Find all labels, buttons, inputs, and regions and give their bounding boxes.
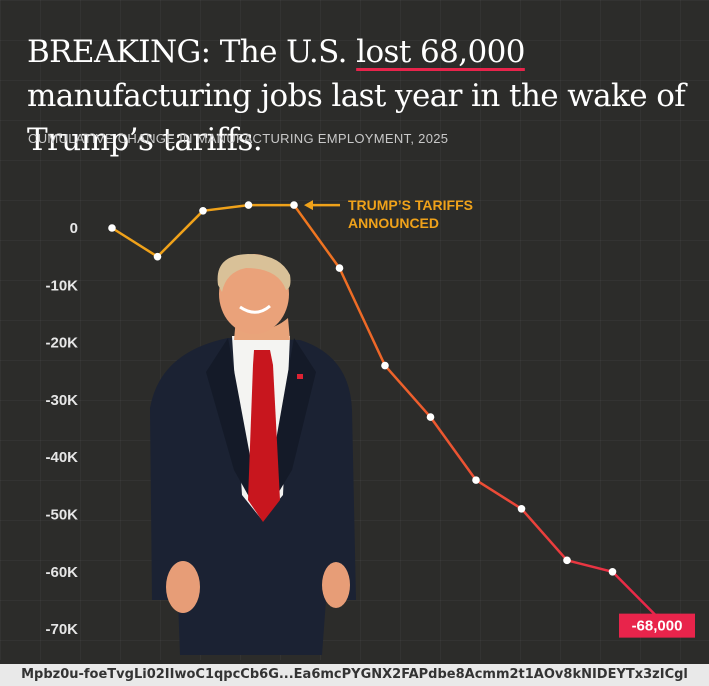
series-markers	[108, 201, 662, 622]
headline: BREAKING: The U.S. lost 68,000 manufactu…	[27, 30, 697, 162]
y-tick-label: -20K	[45, 335, 78, 352]
lapel-left	[206, 338, 262, 520]
headline-highlight: lost 68,000	[356, 34, 525, 70]
smile	[239, 304, 271, 314]
url-text: Mpbz0u-foeTvgLi02IIwoC1qpcCb6G...Ea6mcPY…	[0, 664, 709, 686]
y-tick-label: -60K	[45, 564, 78, 581]
red-tie	[248, 350, 280, 522]
y-tick-label: -70K	[45, 621, 78, 638]
annotation-arrow-head	[304, 200, 313, 211]
data-point	[517, 504, 526, 513]
politician-photo	[150, 254, 356, 655]
chart-subtitle: CUMULATIVE CHANGE IN MANUFACTURING EMPLO…	[28, 131, 449, 146]
data-point	[335, 264, 344, 272]
data-point	[608, 568, 617, 576]
flag-pin	[297, 374, 303, 379]
data-point	[426, 413, 435, 421]
final-value-background	[619, 613, 695, 638]
annotation-line-1: TRUMP’S TARIFFS	[348, 197, 473, 213]
data-point	[108, 224, 116, 232]
left-hand	[166, 561, 200, 613]
face	[219, 254, 289, 334]
data-point	[153, 252, 162, 261]
data-point	[199, 207, 207, 215]
y-tick-label: 0	[70, 220, 78, 237]
tariff-annotation: TRUMP’S TARIFFS ANNOUNCED	[304, 197, 473, 231]
right-hand	[322, 562, 350, 608]
data-point	[563, 556, 571, 565]
y-tick-label: -50K	[45, 507, 78, 524]
annotation-line-2: ANNOUNCED	[348, 215, 439, 231]
background-grid	[0, 0, 709, 660]
final-value-label: -68,000	[632, 618, 683, 635]
y-tick-label: -30K	[45, 392, 78, 409]
data-point	[244, 201, 253, 209]
employment-line-chart: 0 -10K -20K -30K -40K -50K -60K -70K	[45, 197, 695, 655]
y-tick-label: -10K	[45, 277, 78, 294]
y-tick-label: -40K	[45, 449, 78, 466]
y-axis: 0 -10K -20K -30K -40K -50K -60K -70K	[45, 220, 78, 638]
hair	[217, 254, 291, 292]
headline-suffix: manufacturing jobs last year in the wake…	[27, 78, 686, 158]
headline-prefix: BREAKING: The U.S.	[27, 34, 357, 70]
data-point	[290, 201, 298, 209]
data-point	[472, 476, 480, 484]
final-value-badge: -68,000	[619, 613, 695, 638]
data-point	[381, 361, 389, 370]
